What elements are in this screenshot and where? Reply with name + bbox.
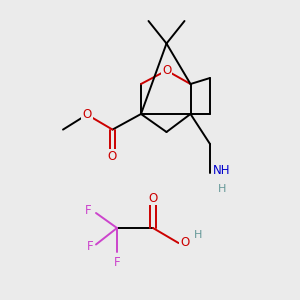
Text: F: F <box>86 239 93 253</box>
Text: H: H <box>194 230 202 241</box>
Text: O: O <box>108 150 117 163</box>
Text: F: F <box>85 204 92 217</box>
Text: H: H <box>218 184 226 194</box>
Text: F: F <box>114 256 120 269</box>
Text: O: O <box>82 108 91 121</box>
Text: O: O <box>148 191 158 205</box>
Text: O: O <box>162 64 171 77</box>
Text: O: O <box>180 236 189 250</box>
Text: NH: NH <box>213 164 230 178</box>
